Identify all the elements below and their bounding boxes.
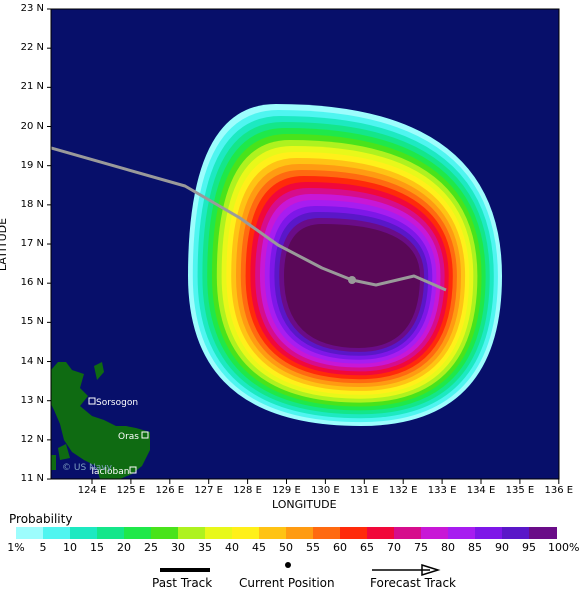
legend-value: 85 (468, 541, 482, 554)
legend-swatch (502, 527, 530, 539)
longitude-label: 134 E (466, 485, 496, 496)
legend-value: 20 (117, 541, 131, 554)
past-track-line (51, 146, 353, 282)
longitude-label: 127 E (194, 485, 223, 496)
legend-value: 95 (522, 541, 536, 554)
place-marker (141, 431, 149, 439)
current-position-icon (285, 562, 291, 568)
probability-rings (188, 104, 502, 426)
key-icons (160, 562, 441, 577)
latitude-label: 15 N (20, 316, 44, 328)
forecast-track-line (351, 274, 447, 292)
samar-island (51, 362, 150, 479)
legend-swatch (205, 527, 233, 539)
legend-swatch (232, 527, 260, 539)
latitude-label: 21 N (20, 81, 44, 93)
watermark-text: © US Navy (62, 463, 113, 473)
legend-value: 80 (441, 541, 455, 554)
legend-value: 90 (495, 541, 509, 554)
legend-value: 30 (171, 541, 185, 554)
legend-value: 35 (198, 541, 212, 554)
legend-value: 75 (414, 541, 428, 554)
legend-value: 100% (548, 541, 580, 554)
forecast-track-label: Forecast Track (370, 576, 456, 590)
probability-ring (284, 224, 420, 348)
latitude-label: 13 N (20, 394, 44, 406)
legend-value: 60 (333, 541, 347, 554)
legend-swatch (394, 527, 422, 539)
latitude-label: 14 N (20, 355, 44, 367)
legend-swatch (124, 527, 152, 539)
longitude-label: 125 E (116, 485, 146, 496)
longitude-label: 130 E (311, 485, 340, 496)
legend-swatch (259, 527, 287, 539)
longitude-label: 132 E (388, 485, 418, 496)
place-label-oras: Oras (118, 432, 139, 442)
latitude-label: 12 N (20, 433, 44, 445)
current-position-marker (348, 276, 356, 284)
legend-swatch (97, 527, 125, 539)
legend-value: 1% (7, 541, 25, 554)
axis-ticks (47, 8, 560, 484)
legend-swatch (475, 527, 503, 539)
latitude-label: 17 N (20, 238, 44, 250)
legend-swatch (529, 527, 557, 539)
place-label-tacloban: Tacloban (89, 467, 129, 477)
place-marker (88, 397, 96, 405)
legend-swatch (367, 527, 395, 539)
latitude-label: 22 N (20, 42, 44, 54)
latitude-label: 11 N (20, 473, 44, 485)
islet (51, 455, 56, 470)
longitude-label: 135 E (505, 485, 535, 496)
legend-value: 50 (279, 541, 293, 554)
past-track-label: Past Track (152, 576, 213, 590)
place-labels: Sorsogon Oras Tacloban © US Navy (62, 397, 149, 477)
legend-swatch (178, 527, 206, 539)
place-label-sorsogon: Sorsogon (96, 398, 138, 408)
legend-swatch (151, 527, 179, 539)
x-axis-title: LONGITUDE (272, 498, 337, 511)
current-position-label: Current Position (239, 576, 335, 590)
legend-swatch (70, 527, 98, 539)
legend-value: 45 (252, 541, 266, 554)
y-axis-title: LATITUDE (0, 217, 10, 272)
legend-value: 25 (144, 541, 158, 554)
legend-value: 10 (63, 541, 77, 554)
longitude-label: 126 E (155, 485, 185, 496)
longitude-label: 131 E (350, 485, 379, 496)
legend-swatch (313, 527, 341, 539)
legend-swatch (43, 527, 71, 539)
longitude-label: 136 E (544, 485, 574, 496)
longitude-label: 133 E (427, 485, 457, 496)
longitude-label: 128 E (233, 485, 262, 496)
latitude-label: 20 N (20, 120, 44, 132)
legend-value: 70 (387, 541, 401, 554)
legend-value: 55 (306, 541, 320, 554)
place-marker (129, 466, 137, 474)
latitude-label: 16 N (20, 277, 44, 289)
islet (58, 444, 70, 460)
legend-value: 65 (360, 541, 374, 554)
legend-swatch (286, 527, 314, 539)
latitude-label: 18 N (20, 198, 44, 210)
legend-swatch (448, 527, 476, 539)
philippines-land (51, 362, 150, 479)
legend-title: Probability (9, 512, 73, 526)
legend-value: 40 (225, 541, 239, 554)
legend-value: 5 (39, 541, 47, 554)
latitude-label: 19 N (20, 159, 44, 171)
longitude-label: 124 E (77, 485, 107, 496)
longitude-label: 129 E (272, 485, 301, 496)
storm-track (51, 146, 447, 292)
legend-swatch (16, 527, 44, 539)
latitude-label: 23 N (20, 3, 44, 14)
forecast-arrow-head (421, 563, 441, 577)
islet (94, 362, 104, 380)
legend-swatch (340, 527, 368, 539)
legend-value: 15 (90, 541, 104, 554)
legend-swatch (421, 527, 449, 539)
